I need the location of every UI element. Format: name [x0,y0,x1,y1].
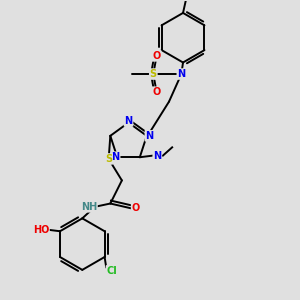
Text: N: N [124,116,133,126]
Text: N: N [145,131,154,141]
Text: N: N [177,69,185,79]
Text: HO: HO [33,225,49,235]
Text: S: S [105,154,112,164]
Text: N: N [112,152,120,162]
Text: S: S [150,69,157,79]
Text: N: N [153,151,161,160]
Text: O: O [152,51,161,61]
Text: Cl: Cl [106,266,117,276]
Text: O: O [152,87,161,97]
Text: NH: NH [81,202,97,212]
Text: O: O [132,203,140,214]
